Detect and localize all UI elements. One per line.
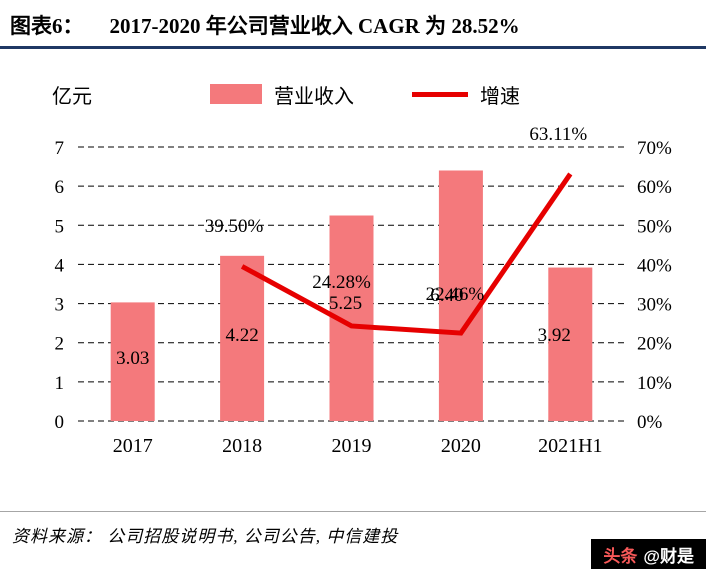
revenue-growth-chart: 7 6 5 4 3 2 1 0 70% 60% 50% 40% 30% 20% 10% 0% 3.03 4.22 5… [55, 124, 673, 457]
right-axis-tick: 10% [637, 373, 672, 394]
x-axis-label: 2018 [222, 435, 262, 457]
growth-line [240, 172, 573, 336]
y-axis-unit-label: 亿元 [52, 85, 92, 108]
growth-value-label: 24.28% [312, 272, 371, 293]
left-axis-tick: 5 [55, 216, 65, 237]
right-axis-tick: 40% [637, 255, 672, 276]
bar-2018 [220, 255, 265, 421]
figure-title-text: 2017-2020 年公司营业收入 CAGR 为 28.52% [109, 14, 520, 38]
bar-value-label: 3.03 [116, 348, 149, 369]
legend-bar-swatch [210, 84, 262, 104]
figure-title: 图表6： 2017-2020 年公司营业收入 CAGR 为 28.52% [0, 0, 706, 46]
right-axis-tick: 70% [637, 138, 672, 159]
legend-line-label: 增速 [480, 85, 520, 108]
right-axis-tick: 0% [637, 412, 663, 433]
left-axis-tick: 3 [55, 295, 65, 316]
x-axis-label: 2017 [113, 435, 153, 457]
growth-value-label: 39.50% [205, 216, 264, 237]
x-axis-label: 2019 [332, 435, 372, 457]
bar-value-label: 5.25 [329, 293, 362, 314]
watermark-brand: 头条 [603, 546, 638, 566]
x-axis-label: 2020 [441, 435, 481, 457]
left-axis-tick: 4 [55, 255, 65, 276]
right-axis-tick: 50% [637, 216, 672, 237]
left-axis-tick: 2 [55, 334, 65, 355]
growth-value-label: 22.46% [426, 284, 485, 305]
legend-row: 亿元 营业收入 增速 [0, 79, 706, 109]
growth-value-label: 63.11% [529, 124, 587, 145]
right-axis-tick: 30% [637, 295, 672, 316]
left-axis-tick: 6 [55, 177, 65, 198]
watermark-badge: 头条 @财是 [591, 539, 706, 569]
bar-2021H1 [548, 267, 593, 421]
legend-bar-label: 营业收入 [274, 85, 354, 108]
chart-legend: 营业收入 增速 [210, 80, 520, 109]
bar-value-label: 4.22 [225, 325, 258, 346]
legend-line-swatch [412, 91, 468, 97]
bar-2017 [110, 302, 155, 421]
bar-value-label: 3.92 [538, 325, 571, 346]
bar-2020 [438, 170, 483, 421]
figure-number-label: 图表6： [10, 14, 84, 38]
bar-value-label: 6.40 [430, 285, 463, 306]
watermark-handle: @财是 [643, 546, 694, 566]
title-rule [0, 46, 706, 49]
left-axis-tick: 0 [55, 412, 65, 433]
right-axis-tick: 60% [637, 177, 672, 198]
left-axis-tick: 1 [55, 373, 65, 394]
left-axis-tick: 7 [55, 138, 65, 159]
source-note: 资料来源： 公司招股说明书, 公司公告, 中信建投 [12, 527, 399, 546]
footer: 资料来源： 公司招股说明书, 公司公告, 中信建投 头条 @财是 [0, 511, 706, 569]
right-axis-tick: 20% [637, 334, 672, 355]
x-axis-label: 2021H1 [538, 435, 602, 457]
